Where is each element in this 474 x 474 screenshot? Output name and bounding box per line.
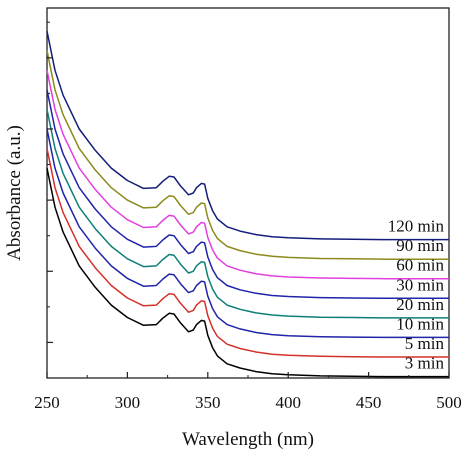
x-tick-label: 300 [115, 393, 141, 412]
series-line [46, 148, 449, 358]
plot-frame [46, 7, 450, 379]
series-label: 20 min [396, 295, 444, 314]
x-tick-label: 350 [195, 393, 221, 412]
series-line [46, 30, 449, 241]
y-axis-ticks [47, 21, 53, 379]
series-label: 30 min [396, 275, 444, 294]
x-axis-ticks: 250 300 350 400 450 500 [34, 372, 462, 412]
series-line [46, 109, 449, 319]
series-label: 3 min [405, 354, 445, 373]
x-tick-label: 450 [356, 393, 382, 412]
x-tick-label: 500 [436, 393, 462, 412]
x-axis-title: Wavelength (nm) [182, 429, 314, 450]
series-label: 5 min [405, 334, 445, 353]
series-label: 90 min [396, 236, 444, 255]
series-label: 60 min [396, 256, 444, 275]
x-tick-label: 400 [275, 393, 301, 412]
plot-area [46, 7, 450, 379]
series-label: 120 min [388, 217, 445, 236]
series-label: 10 min [396, 314, 444, 333]
series-line [46, 128, 449, 339]
series-line [46, 50, 449, 260]
series-line [46, 70, 449, 280]
x-tick-label: 250 [34, 393, 60, 412]
series-group [46, 30, 449, 378]
y-axis-title: Absorbance (a.u.) [4, 125, 25, 261]
series-line [46, 89, 449, 300]
